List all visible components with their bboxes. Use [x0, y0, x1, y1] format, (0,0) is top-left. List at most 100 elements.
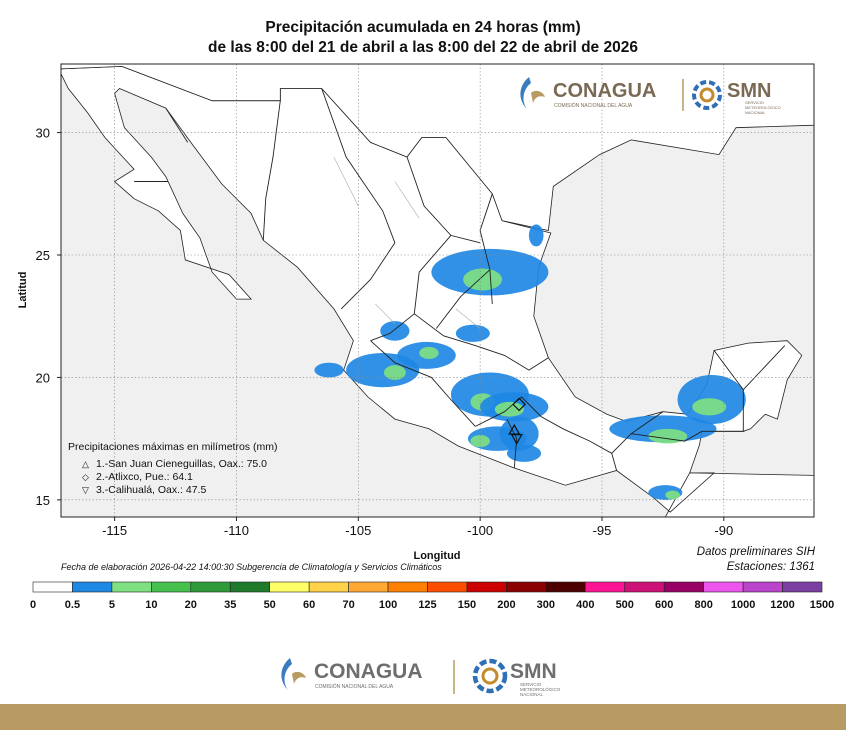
x-tick-label: -90 [714, 523, 733, 538]
scale-cell [72, 581, 113, 593]
rain-area [455, 324, 490, 342]
region-border [375, 303, 396, 324]
y-ticks: 30 25 20 15 [36, 126, 61, 508]
footer-band [0, 704, 846, 730]
scale-label: 60 [303, 599, 315, 611]
smn-sub1: SERVICIO [745, 100, 764, 105]
state-border [475, 396, 618, 471]
conagua-emblem-icon [281, 658, 292, 690]
state-border [370, 340, 476, 427]
station-count: Estaciones: 1361 [726, 561, 815, 573]
rain-area [463, 268, 503, 291]
x-ticks: -115 -110 -105 -100 -95 -90 [102, 517, 733, 538]
scale-cell [742, 581, 783, 593]
scale-label: 500 [616, 599, 634, 611]
state-border [321, 88, 396, 243]
scale-cell [782, 581, 823, 593]
y-tick-label: 30 [36, 126, 50, 141]
state-border [742, 345, 786, 391]
scale-label: 1200 [770, 599, 794, 611]
conagua-logo-text: CONAGUA [553, 80, 656, 102]
color-scale-cells [32, 581, 823, 593]
region-border [394, 181, 420, 219]
max-precip-item: △ 1.-San Juan Cieneguillas, Oax.: 75.0 [82, 458, 277, 471]
rain-area [648, 428, 688, 444]
y-tick-label: 25 [36, 248, 50, 263]
diamond-icon: ◇ [82, 472, 89, 482]
x-tick-label: -110 [224, 523, 249, 538]
map-frame [60, 63, 815, 518]
scale-cell [663, 581, 704, 593]
y-axis-label: Latitud [17, 272, 29, 309]
scale-label: 600 [655, 599, 673, 611]
state-border [414, 313, 549, 371]
scale-label: 1000 [731, 599, 755, 611]
rain-area [609, 415, 717, 443]
x-tick-label: -100 [467, 523, 493, 538]
scale-label: 5 [109, 599, 115, 611]
station-marker [512, 397, 526, 412]
state-border [165, 107, 189, 143]
map-title: Precipitación acumulada en 24 horas (mm)… [0, 18, 846, 58]
conagua-eagle-icon [531, 90, 545, 103]
scale-label: 70 [342, 599, 354, 611]
scale-cell [387, 581, 428, 593]
scale-label: 100 [379, 599, 397, 611]
scale-cell [703, 581, 744, 593]
conagua-logo-text: CONAGUA [314, 660, 423, 683]
conagua-logo-subtext: COMISIÓN NACIONAL DEL AGUA [554, 102, 633, 109]
baja-peninsula [61, 64, 814, 231]
state-border [631, 430, 703, 442]
scale-cell [584, 581, 626, 593]
x-tick-label: -95 [593, 523, 612, 538]
scale-label: 200 [497, 599, 515, 611]
smn-sub3: NACIONAL [745, 110, 766, 115]
conagua-logo-subtext: COMISIÓN NACIONAL DEL AGUA [315, 683, 394, 690]
scale-label: 300 [537, 599, 555, 611]
scale-label: 1500 [810, 599, 834, 611]
smn-sub2: METEOROLÓGICO [745, 105, 781, 110]
rain-area [383, 365, 406, 380]
x-axis-label: Longitud [413, 550, 460, 562]
scale-cell [427, 581, 468, 593]
footer-logos: CONAGUA COMISIÓN NACIONAL DEL AGUA SMN S… [281, 658, 561, 697]
scale-cell [545, 581, 586, 593]
smn-sub1: SERVICIO [520, 682, 542, 687]
conagua-eagle-icon [292, 671, 306, 684]
triangle-down-icon: ▽ [82, 485, 89, 495]
max-precip-text: 2.-Atlixco, Pue.: 64.1 [96, 471, 193, 483]
station-marker [510, 434, 523, 445]
rain-area [665, 490, 680, 500]
scale-cell [348, 581, 389, 593]
state-border [406, 156, 481, 244]
scale-cell [624, 581, 665, 593]
scale-label: 0.5 [65, 599, 80, 611]
triangle-up-icon: △ [82, 459, 89, 469]
title-line-1: Precipitación acumulada en 24 horas (mm) [265, 19, 581, 36]
max-precip-text: 3.-Calihualá, Oax.: 47.5 [96, 484, 207, 496]
rain-area [419, 346, 439, 360]
x-tick-label: -115 [102, 523, 127, 538]
scale-label: 800 [694, 599, 712, 611]
rain-area [528, 224, 544, 247]
max-station-markers [508, 397, 526, 445]
scale-cell [466, 581, 507, 593]
max-precip-item: ▽ 3.-Calihualá, Oax.: 47.5 [82, 484, 277, 497]
scale-label: 150 [458, 599, 476, 611]
smn-sub2: METEOROLÓGICO [520, 686, 561, 692]
scale-cell [111, 581, 152, 593]
state-border [701, 350, 744, 432]
conagua-logo-map: CONAGUA COMISIÓN NACIONAL DEL AGUA SMN S… [520, 77, 781, 115]
max-precip-title: Precipitaciones máximas en milímetros (m… [68, 441, 278, 453]
scale-label: 20 [185, 599, 197, 611]
state-border [506, 418, 518, 469]
scale-cell [32, 581, 73, 593]
state-border [479, 193, 493, 305]
smn-emblem-icon [692, 80, 722, 110]
max-precip-legend: Precipitaciones máximas en milímetros (m… [68, 441, 277, 497]
scale-cell [308, 581, 349, 593]
rain-area [314, 362, 344, 378]
max-precip-item: ◇ 2.-Atlixco, Pue.: 64.1 [82, 471, 277, 484]
land-mass [61, 65, 814, 517]
y-tick-label: 20 [36, 370, 50, 385]
